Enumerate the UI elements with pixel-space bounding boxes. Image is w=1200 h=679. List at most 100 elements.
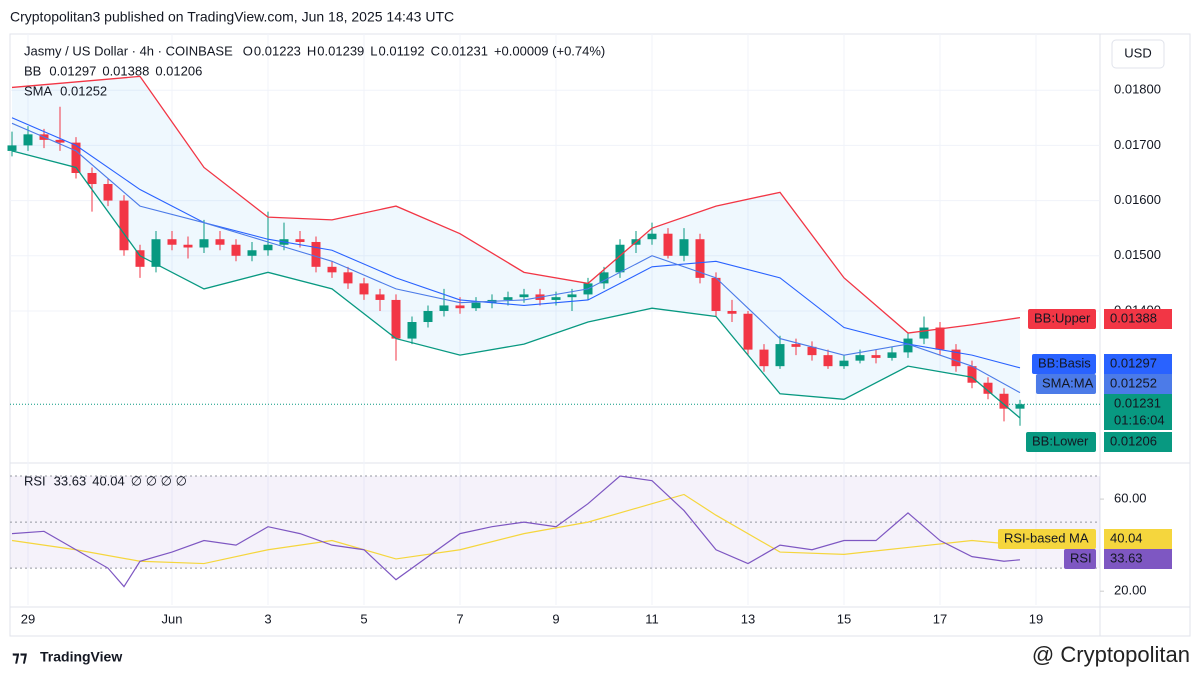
candle-body	[343, 272, 353, 284]
candle-body	[7, 145, 17, 151]
candle-body	[167, 239, 177, 245]
tag-lower-label-bg	[1026, 432, 1096, 452]
x-tick-label: 19	[1029, 611, 1043, 626]
candle-body	[199, 239, 209, 248]
tag-rsi-ma-label-bg	[998, 529, 1096, 549]
y-tick-label: 0.01600	[1114, 192, 1161, 207]
candle-body	[103, 184, 113, 201]
bb-upper-value: 0.01388	[102, 63, 149, 78]
candle-body	[903, 338, 913, 353]
candle-body	[983, 382, 993, 394]
watermark: @ Cryptopolitan	[1032, 642, 1190, 667]
tag-lower-label: BB:Lower	[1032, 433, 1089, 448]
candle-body	[935, 327, 945, 350]
y-tick-label: 0.01700	[1114, 137, 1161, 152]
rsi-tick-label: 60.00	[1114, 491, 1147, 506]
candle-body	[215, 239, 225, 245]
ohlc-label: L	[370, 43, 377, 58]
tag-rsi-value: 33.63	[1110, 550, 1143, 565]
currency: USD	[1124, 45, 1151, 60]
sma-line	[11, 122, 1021, 394]
x-tick-label: 11	[645, 611, 659, 626]
change: +0.00009 (+0.74%)	[494, 43, 605, 58]
candle-body	[423, 310, 433, 323]
ohlc-value: 0.01239	[317, 43, 364, 58]
x-tick-label: 15	[837, 611, 851, 626]
candle-body	[471, 302, 481, 309]
candle-body	[439, 305, 449, 311]
candle-body	[647, 233, 657, 240]
ohlc-label: H	[307, 43, 316, 58]
tag-upper-label: BB:Upper	[1034, 310, 1091, 325]
x-tick-label: 17	[933, 611, 947, 626]
candle-body	[71, 142, 81, 173]
bb-lower-line	[11, 150, 1021, 419]
x-tick-label: 13	[741, 611, 755, 626]
ohlc-label: O	[243, 43, 253, 58]
tag-basis-label-bg	[1032, 354, 1096, 374]
symbol: Jasmy / US Dollar · 4h · COINBASE	[24, 43, 233, 58]
candle-body	[887, 352, 897, 358]
candle-body	[823, 355, 833, 367]
ohlc-value: 0.01231	[441, 43, 488, 58]
x-tick-label: 29	[21, 611, 35, 626]
candle-body	[551, 297, 561, 300]
tag-rsi-ma-value: 40.04	[1110, 530, 1143, 545]
rsi-label: RSI	[24, 473, 46, 488]
candle-body	[503, 297, 513, 300]
sma-value: 0.01252	[60, 83, 107, 98]
candle-body	[391, 299, 401, 339]
x-tick-label: 7	[456, 611, 463, 626]
candle-body	[727, 310, 737, 314]
tag-sma-value: 0.01252	[1110, 375, 1157, 390]
currency-box	[1111, 39, 1165, 69]
tag-rsi-label-bg	[1064, 549, 1096, 569]
rsi-ma-line	[11, 493, 1021, 565]
tag-basis-value-bg	[1104, 354, 1172, 374]
tag-sma-label-bg	[1036, 374, 1096, 394]
candle-body	[951, 349, 961, 367]
ohlc-value: 0.01223	[254, 43, 301, 58]
candle-body	[151, 239, 161, 267]
band-fill	[12, 76, 1020, 419]
candle-body	[791, 344, 801, 347]
tag-rsi-label: RSI	[1070, 550, 1092, 565]
candle-body	[359, 283, 369, 295]
countdown: 01:16:04	[1114, 412, 1165, 427]
rsi-tick-label: 20.00	[1114, 583, 1147, 598]
rsi-line	[11, 475, 1021, 588]
tag-upper-label-bg	[1028, 309, 1096, 329]
tag-upper-value-bg	[1104, 309, 1172, 329]
candle-body	[295, 239, 305, 242]
candle-body	[775, 344, 785, 367]
rsi-extra: ∅ ∅ ∅ ∅	[131, 473, 187, 488]
candle-body	[327, 266, 337, 273]
x-tick-label: Jun	[162, 611, 183, 626]
candle-body	[615, 244, 625, 273]
rsi-ma-value: 40.04	[92, 473, 125, 488]
candle-body	[311, 241, 321, 267]
candle-body	[407, 322, 417, 339]
x-tick-label: 3	[264, 611, 271, 626]
frame	[9, 33, 1191, 637]
bb-basis-value: 0.01297	[49, 63, 96, 78]
candle-body	[695, 239, 705, 278]
tag-lower-value-bg	[1104, 432, 1172, 452]
tag-basis-label: BB:Basis	[1038, 355, 1091, 370]
candle-body	[183, 244, 193, 248]
tag-basis-value: 0.01297	[1110, 355, 1157, 370]
y-tick-label: 0.01500	[1114, 247, 1161, 262]
candle-body	[807, 346, 817, 356]
tag-rsi-ma-label: RSI-based MA	[1004, 530, 1089, 545]
candle-body	[743, 313, 753, 350]
tag-lower-value: 0.01206	[1110, 433, 1157, 448]
candle-body	[999, 393, 1009, 409]
bb-label: BB	[24, 63, 41, 78]
x-tick-label: 9	[552, 611, 559, 626]
bb-upper-line	[11, 75, 1021, 334]
candle-body	[759, 349, 769, 367]
tag-sma-value-bg	[1104, 374, 1172, 394]
candle-body	[1015, 404, 1025, 409]
